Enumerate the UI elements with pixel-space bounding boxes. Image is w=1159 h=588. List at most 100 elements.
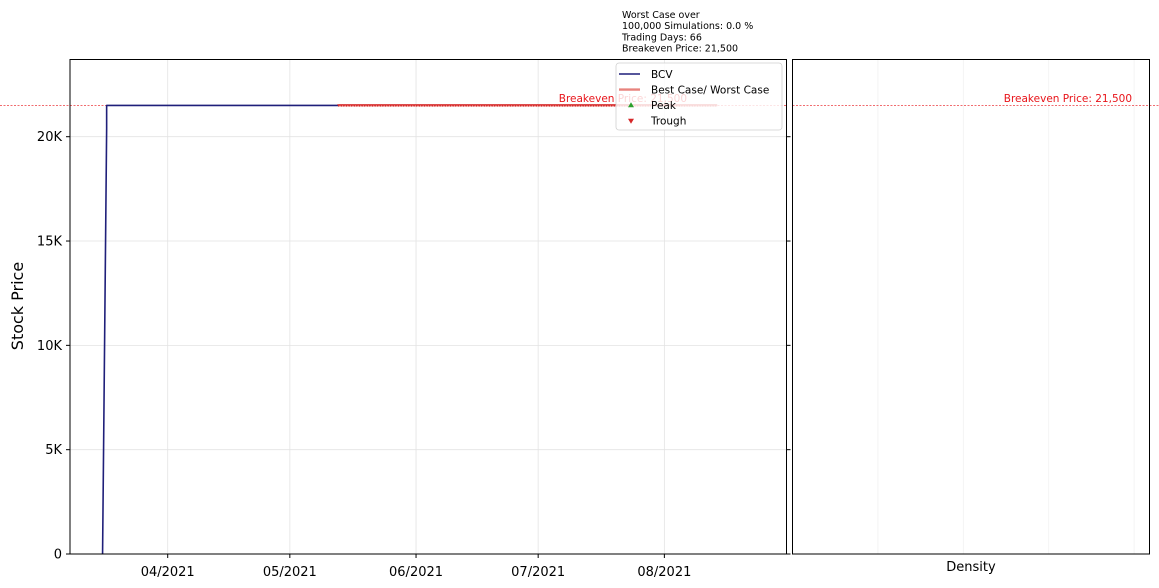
trough-marker [571,104,575,107]
legend-label: Trough [650,116,686,128]
trough-marker [368,104,372,107]
trough-marker [422,104,427,107]
trough-marker [373,104,377,107]
trough-marker [581,104,585,107]
trough-marker [386,104,390,107]
trough-marker [578,104,583,107]
trough-marker [500,104,505,107]
trough-marker [428,104,432,107]
trough-marker [425,104,429,107]
trough-marker [342,104,346,107]
trough-marker [604,104,609,107]
legend-box [615,62,783,131]
trough-marker [482,104,486,107]
trough-marker [438,104,442,107]
y-tick-label: 0 [54,548,62,563]
trough-marker [513,104,518,107]
trough-marker [383,104,388,107]
x-tick-label: 08/2021 [637,565,691,580]
trough-marker [430,104,434,107]
trough-marker [508,104,512,107]
trough-marker [464,104,468,107]
trough-marker [524,104,528,107]
trough-marker [420,104,424,107]
trough-marker [532,104,536,107]
y-axis-ticks: 0 5K 10K 15K 20K [37,130,791,563]
trough-marker [591,104,596,107]
trough-marker [521,104,525,107]
legend-label: BCV [651,69,673,81]
legend-label: Peak [651,100,677,112]
trough-marker [506,104,510,107]
trough-marker [344,104,349,107]
trough-marker [435,104,440,107]
stats-line: Trading Days: 66 [621,32,702,43]
trough-marker [378,104,382,107]
trough-marker [404,104,408,107]
trough-marker [542,104,546,107]
trough-marker [352,104,356,107]
trough-marker [480,104,484,107]
trough-marker [565,104,570,107]
trough-marker [558,104,562,107]
trough-marker [441,104,445,107]
stats-line: 100,000 Simulations: 0.0 % [622,21,753,32]
trough-marker [529,104,533,107]
trough-marker [443,104,447,107]
trough-marker [363,104,367,107]
trough-marker [376,104,380,107]
legend: BCV Best Case/ Worst Case Peak Trough [615,62,783,131]
y-tick-label: 15K [37,235,63,250]
trough-marker [555,104,559,107]
trough-marker [412,104,416,107]
trough-marker [539,104,544,107]
breakeven-label-density: Breakeven Price: 21,500 [1004,93,1132,105]
trough-marker [547,104,551,107]
trough-marker [360,104,364,107]
density-axis-title: Density [946,560,996,575]
trough-marker [610,104,614,107]
x-tick-label: 05/2021 [263,565,317,580]
trough-marker [602,104,606,107]
density-gridlines [877,59,1135,554]
trough-marker [495,104,499,107]
trough-marker [534,104,538,107]
trough-marker [576,104,580,107]
trough-marker [573,104,577,107]
x-tick-label: 07/2021 [511,565,565,580]
trough-marker [347,104,351,107]
trough-marker [599,104,603,107]
trough-marker [474,104,479,107]
trough-marker [433,104,437,107]
trough-marker [550,104,554,107]
trough-marker [563,104,567,107]
trough-marker [355,104,359,107]
trough-marker [337,104,341,107]
stats-line: Worst Case over [622,10,700,21]
trough-marker [552,104,557,107]
trough-marker [448,104,453,107]
trough-marker [493,104,497,107]
trough-marker [545,104,549,107]
trough-marker [459,104,463,107]
main-plot-frame [69,59,787,555]
trough-marker [516,104,520,107]
trough-marker [589,104,593,107]
density-plot-frame [792,59,1150,555]
trough-marker [357,104,362,107]
trough-marker [396,104,401,107]
trough-marker [370,104,375,107]
trough-marker [594,104,598,107]
trough-marker [389,104,393,107]
trough-marker [612,104,616,107]
trough-marker [402,104,406,107]
trough-marker [586,104,590,107]
trough-marker [365,104,369,107]
trough-marker [399,104,403,107]
trough-marker [417,104,421,107]
y-tick-label: 10K [37,339,63,354]
y-axis-title: Stock Price [8,262,27,350]
x-tick-label: 04/2021 [141,565,195,580]
